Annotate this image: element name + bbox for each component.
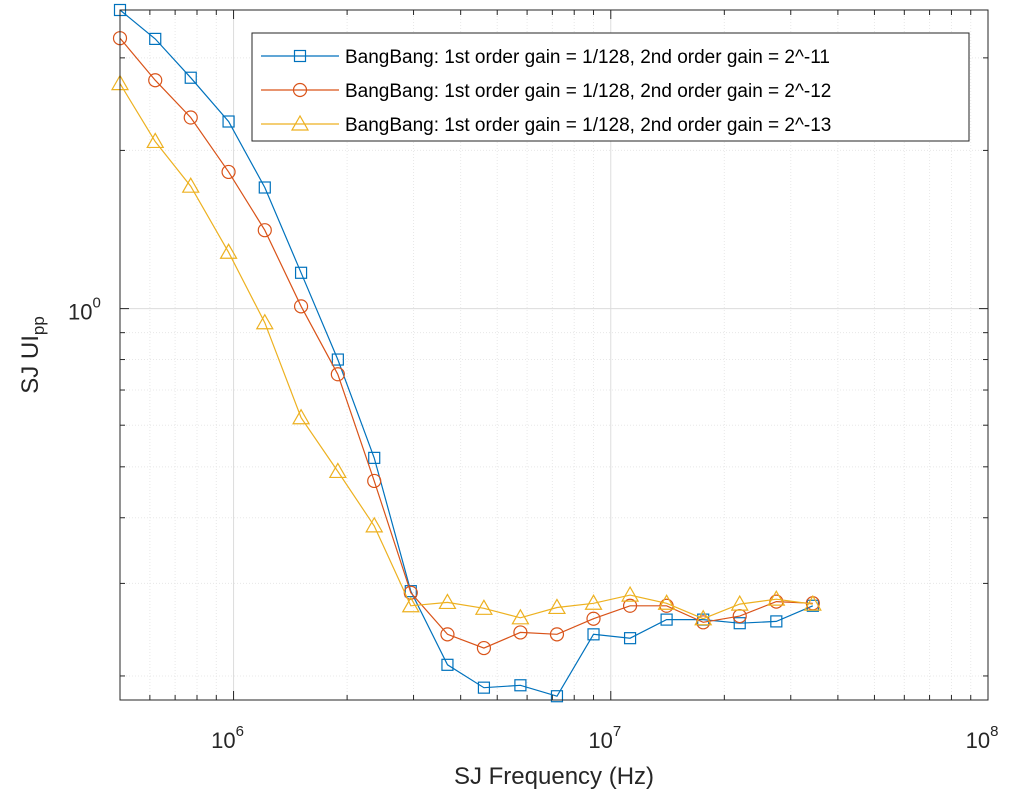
marker-triangle bbox=[290, 114, 310, 131]
y-axis-label-group: SJ UIpp bbox=[17, 316, 48, 394]
y-axis-label-subscript: pp bbox=[29, 316, 48, 335]
marker-triangle bbox=[657, 594, 676, 610]
legend: BangBang: 1st order gain = 1/128, 2nd or… bbox=[251, 32, 970, 142]
marker-square bbox=[294, 266, 308, 279]
marker-triangle bbox=[255, 313, 274, 330]
marker-triangle bbox=[146, 132, 165, 149]
marker-circle bbox=[183, 110, 198, 125]
marker-square bbox=[222, 115, 235, 128]
svg-text:SJ UIpp: SJ UIpp bbox=[17, 316, 48, 394]
marker-circle bbox=[440, 627, 455, 642]
marker-triangle bbox=[803, 594, 822, 611]
x-tick-label: 108 bbox=[966, 723, 999, 753]
marker-circle bbox=[622, 598, 638, 613]
marker-circle bbox=[330, 367, 345, 382]
marker-triangle bbox=[511, 608, 530, 625]
y-axis-label: SJ UI bbox=[17, 335, 44, 394]
marker-square bbox=[258, 181, 271, 194]
marker-triangle bbox=[584, 594, 603, 610]
marker-triangle bbox=[401, 596, 420, 613]
marker-circle bbox=[513, 625, 528, 640]
marker-circle bbox=[221, 164, 236, 180]
marker-triangle bbox=[730, 594, 749, 611]
marker-square bbox=[514, 679, 527, 692]
legend-item-3: BangBang: 1st order gain = 1/128, 2nd or… bbox=[261, 114, 831, 136]
marker-triangle bbox=[767, 589, 786, 606]
x-tick-label: 107 bbox=[588, 723, 621, 753]
marker-square bbox=[293, 49, 307, 63]
marker-triangle bbox=[292, 408, 311, 425]
marker-circle bbox=[148, 73, 163, 88]
marker-triangle bbox=[181, 176, 200, 193]
marker-square bbox=[770, 615, 783, 628]
marker-triangle bbox=[328, 462, 347, 479]
marker-circle bbox=[292, 82, 308, 98]
marker-square bbox=[623, 632, 637, 645]
x-tick-labels: 106 107 108 bbox=[211, 723, 998, 753]
x-tick-label: 106 bbox=[211, 723, 244, 753]
legend-item-2: BangBang: 1st order gain = 1/128, 2nd or… bbox=[261, 81, 831, 102]
marker-triangle bbox=[219, 243, 238, 259]
marker-square bbox=[587, 628, 600, 641]
marker-square bbox=[184, 71, 197, 84]
x-axis-label: SJ Frequency (Hz) bbox=[454, 763, 654, 790]
marker-square bbox=[331, 353, 344, 366]
legend-box bbox=[251, 32, 970, 142]
marker-circle bbox=[367, 473, 382, 489]
marker-triangle bbox=[694, 609, 713, 626]
legend-label: BangBang: 1st order gain = 1/128, 2nd or… bbox=[345, 115, 831, 136]
plot-frame bbox=[119, 9, 989, 701]
y-tick-labels: 100 bbox=[68, 295, 101, 325]
marker-triangle bbox=[621, 585, 640, 602]
legend-label: BangBang: 1st order gain = 1/128, 2nd or… bbox=[345, 47, 830, 68]
marker-square bbox=[550, 690, 564, 703]
y-tick-label: 100 bbox=[68, 295, 101, 325]
marker-triangle bbox=[474, 599, 493, 615]
axis-ticks bbox=[119, 10, 988, 700]
marker-square bbox=[733, 617, 746, 630]
marker-triangle bbox=[438, 593, 457, 610]
legend-item-1: BangBang: 1st order gain = 1/128, 2nd or… bbox=[261, 47, 830, 68]
marker-circle bbox=[476, 640, 492, 656]
marker-square bbox=[368, 451, 381, 464]
marker-circle bbox=[586, 611, 601, 626]
marker-triangle bbox=[547, 598, 566, 615]
marker-square bbox=[441, 658, 454, 671]
marker-square bbox=[149, 32, 162, 45]
marker-square bbox=[477, 681, 491, 694]
marker-triangle bbox=[365, 516, 384, 533]
marker-square bbox=[660, 613, 673, 626]
series-line bbox=[119, 83, 813, 620]
marker-circle bbox=[549, 627, 565, 642]
marker-circle bbox=[293, 299, 309, 314]
marker-circle bbox=[257, 223, 272, 238]
legend-label: BangBang: 1st order gain = 1/128, 2nd or… bbox=[345, 81, 831, 102]
